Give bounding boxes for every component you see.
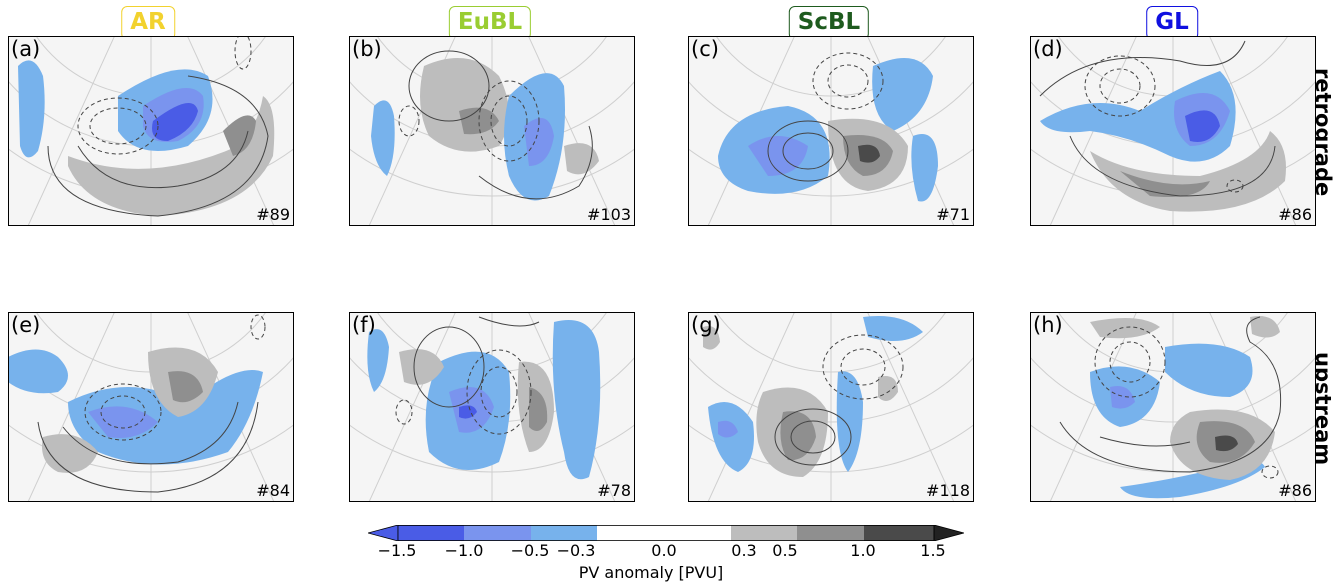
colorbar-tick: 1.0	[850, 541, 876, 560]
panel-count: #71	[936, 205, 970, 224]
colorbar-bin	[531, 525, 597, 541]
colorbar-tick: −0.5	[510, 541, 550, 560]
colorbar-tick: −1.0	[444, 541, 484, 560]
panel-letter: (f)	[352, 313, 376, 337]
colorbar-bin	[864, 525, 934, 541]
colorbar-tick: 0.5	[772, 541, 798, 560]
panel-letter: (d)	[1033, 37, 1063, 61]
column-title-eubl: EuBL	[448, 6, 532, 40]
column-title-ar: AR	[121, 6, 175, 40]
colorbar-tick: 0.3	[731, 541, 757, 560]
panel-count: #78	[597, 481, 631, 500]
colorbar-bin	[731, 525, 797, 541]
map-panel-h: (h) #86	[1030, 312, 1316, 502]
map-panel-f: (f) #78	[349, 312, 635, 502]
colorbar-bin	[797, 525, 864, 541]
colorbar-bin	[597, 525, 731, 541]
column-title-scbl: ScBL	[788, 6, 870, 40]
colorbar-tick: 0.0	[651, 541, 677, 560]
panel-letter: (h)	[1033, 313, 1063, 337]
map-panel-a: (a) #89	[8, 36, 294, 226]
panel-count: #89	[256, 205, 290, 224]
colorbar-tick: −1.5	[377, 541, 417, 560]
panel-letter: (a)	[11, 37, 41, 61]
panel-count: #86	[1278, 481, 1312, 500]
colorbar	[368, 525, 964, 541]
panel-letter: (c)	[691, 37, 719, 61]
map-panel-c: (c) #71	[688, 36, 974, 226]
panel-count: #103	[587, 205, 631, 224]
colorbar-tick: −0.3	[556, 541, 596, 560]
panel-letter: (b)	[352, 37, 382, 61]
colorbar-extend-min	[368, 525, 399, 541]
map-panel-g: (g) #118	[688, 312, 974, 502]
map-panel-e: (e) #84	[8, 312, 294, 502]
colorbar-label: PV anomaly [PVU]	[578, 563, 724, 582]
colorbar-bin	[464, 525, 531, 541]
panel-count: #118	[926, 481, 970, 500]
panel-count: #84	[256, 481, 290, 500]
panel-letter: (g)	[691, 313, 721, 337]
colorbar-tick: 1.5	[920, 541, 946, 560]
column-title-gl: GL	[1146, 6, 1198, 40]
panel-count: #86	[1278, 205, 1312, 224]
panel-letter: (e)	[11, 313, 41, 337]
colorbar-bin	[398, 525, 464, 541]
colorbar-extend-max	[933, 525, 964, 541]
map-panel-d: (d) #86	[1030, 36, 1316, 226]
map-panel-b: (b) #103	[349, 36, 635, 226]
